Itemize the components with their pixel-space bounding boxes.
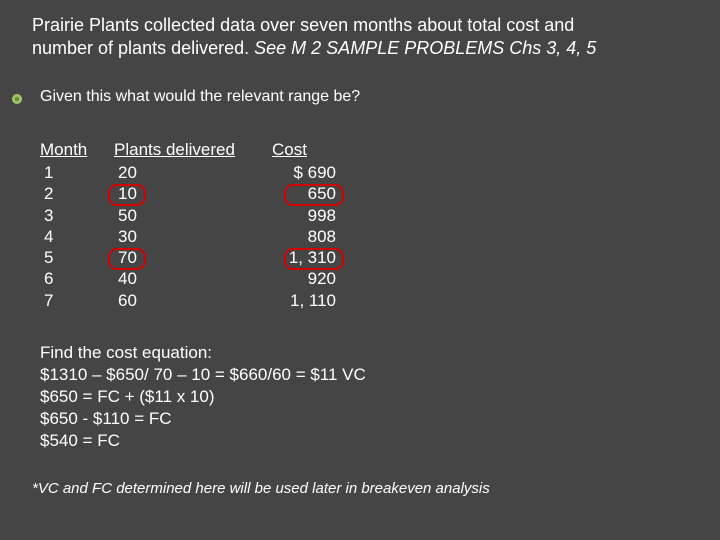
col-header-cost: Cost	[272, 140, 338, 162]
slide: Prairie Plants collected data over seven…	[0, 0, 720, 540]
table-row: 210650	[40, 183, 338, 204]
cell-cost: 1, 110	[272, 290, 338, 311]
table-row: 350998	[40, 205, 338, 226]
cell-month: 6	[40, 268, 114, 289]
cell-plants: 20	[114, 162, 272, 183]
cell-month: 2	[40, 183, 114, 204]
equation-line: Find the cost equation:	[40, 342, 366, 364]
cell-cost: $ 690	[272, 162, 338, 183]
slide-title: Prairie Plants collected data over seven…	[32, 14, 690, 59]
cell-plants: 10	[114, 183, 272, 204]
cell-cost: 1, 310	[272, 247, 338, 268]
equation-line: $650 = FC + ($11 x 10)	[40, 386, 366, 408]
cell-month: 3	[40, 205, 114, 226]
cell-cost: 998	[272, 205, 338, 226]
highlight-ring	[108, 248, 146, 270]
cell-cost: 650	[272, 183, 338, 204]
highlight-ring	[108, 184, 146, 206]
table-row: 430808	[40, 226, 338, 247]
cell-plants: 30	[114, 226, 272, 247]
table-row: 5701, 310	[40, 247, 338, 268]
cell-month: 7	[40, 290, 114, 311]
cell-month: 5	[40, 247, 114, 268]
equation-line: $650 - $110 = FC	[40, 408, 366, 430]
table-row: 120$ 690	[40, 162, 338, 183]
cell-month: 1	[40, 162, 114, 183]
col-header-month: Month	[40, 140, 114, 162]
equation-line: $540 = FC	[40, 430, 366, 452]
equations-block: Find the cost equation:$1310 – $650/ 70 …	[40, 342, 366, 452]
bullet-icon	[12, 94, 22, 104]
title-line2b: See M 2 SAMPLE PROBLEMS Chs 3, 4, 5	[254, 38, 596, 58]
col-header-plants: Plants delivered	[114, 140, 272, 162]
cell-plants: 50	[114, 205, 272, 226]
cell-plants: 40	[114, 268, 272, 289]
highlight-ring	[284, 248, 344, 270]
subheading: Given this what would the relevant range…	[40, 88, 360, 106]
cell-cost: 808	[272, 226, 338, 247]
title-line1: Prairie Plants collected data over seven…	[32, 15, 574, 35]
cell-month: 4	[40, 226, 114, 247]
title-line2a: number of plants delivered.	[32, 38, 254, 58]
cell-plants: 60	[114, 290, 272, 311]
table-row: 640920	[40, 268, 338, 289]
highlight-ring	[284, 184, 344, 206]
footnote: *VC and FC determined here will be used …	[32, 480, 490, 497]
cell-cost: 920	[272, 268, 338, 289]
cell-plants: 70	[114, 247, 272, 268]
table-row: 7601, 110	[40, 290, 338, 311]
data-table: Month Plants delivered Cost 120$ 6902106…	[40, 140, 338, 311]
equation-line: $1310 – $650/ 70 – 10 = $660/60 = $11 VC	[40, 364, 366, 386]
